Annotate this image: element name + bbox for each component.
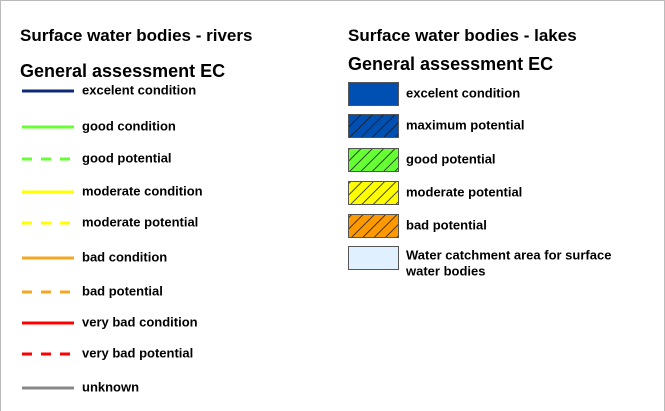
lake-swatch [348,246,399,270]
lake-label: maximum potential [406,117,524,132]
river-label: bad condition [82,249,167,264]
lake-label: excelent condition [406,85,520,100]
lakes-title: Surface water bodies - lakes [348,26,577,45]
lake-label: moderate potential [406,184,522,199]
river-label: bad potential [82,283,163,298]
river-label: excelent condition [82,82,196,97]
lake-swatch [348,114,399,138]
lake-swatch [348,82,399,106]
lake-label: Water catchment area for surface [406,247,611,262]
lake-swatch [348,148,399,172]
river-label: unknown [82,379,139,394]
lake-swatch [348,181,399,205]
river-label: good potential [82,150,172,165]
lake-label: good potential [406,151,496,166]
rivers-subtitle: General assessment EC [20,61,225,81]
river-label: moderate potential [82,214,198,229]
river-label: moderate condition [82,183,203,198]
river-label: good condition [82,118,176,133]
lake-swatch [348,214,399,238]
lake-label: bad potential [406,217,487,232]
lakes-subtitle: General assessment EC [348,54,553,74]
river-label: very bad potential [82,345,193,360]
lake-label: water bodies [405,263,485,278]
rivers-title: Surface water bodies - rivers [20,26,252,45]
river-label: very bad condition [82,314,198,329]
